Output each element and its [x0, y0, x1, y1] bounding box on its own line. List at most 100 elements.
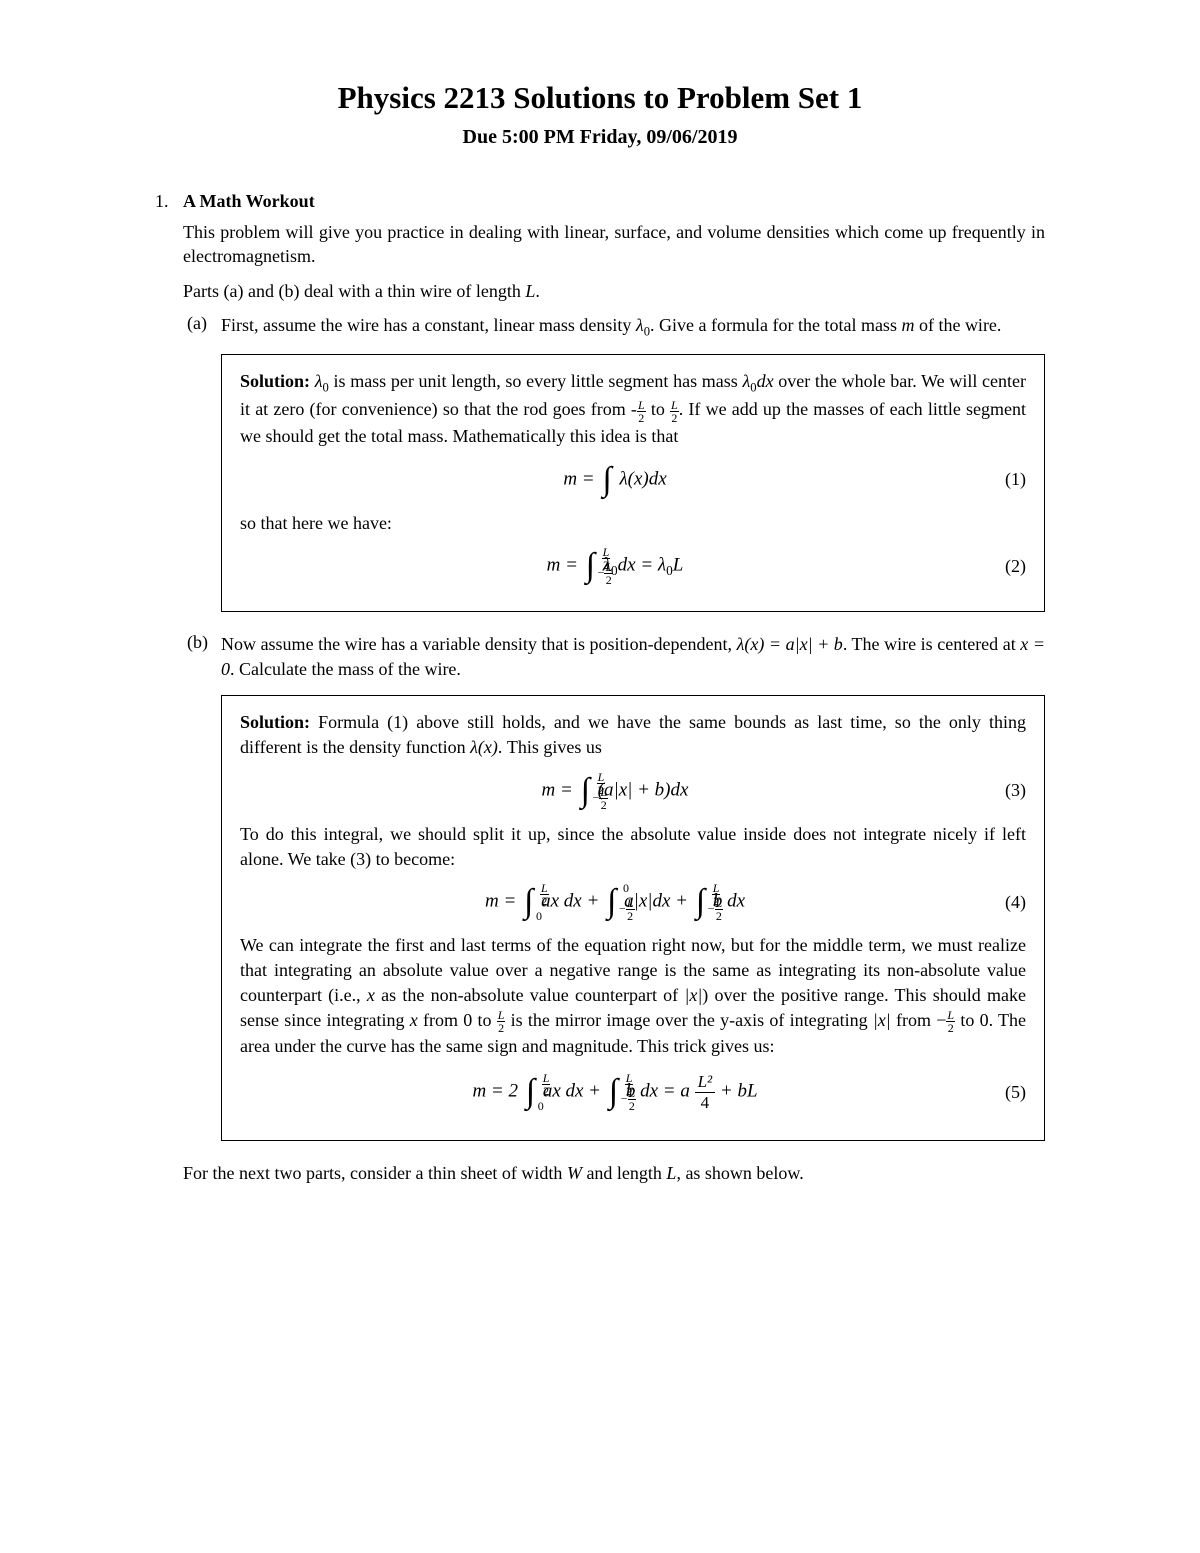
page-title: Physics 2213 Solutions to Problem Set 1 — [155, 80, 1045, 116]
integral-icon: ∫ L2 0 — [524, 885, 533, 919]
intro2-post: . — [535, 281, 540, 301]
footer-paragraph: For the next two parts, consider a thin … — [183, 1161, 1045, 1185]
solA-lambda1: λ — [310, 371, 322, 391]
eq2-lhs: m = — [547, 555, 583, 576]
integral-icon: ∫ L2 −L2 — [696, 885, 705, 919]
page: Physics 2213 Solutions to Problem Set 1 … — [0, 0, 1200, 1553]
integral-icon: ∫ L2 −L2 — [586, 549, 595, 583]
intro2-pre: Parts (a) and (b) deal with a thin wire … — [183, 281, 525, 301]
fnLsq: L² — [695, 1073, 716, 1093]
solA-p1b: is mass per unit length, so every little… — [329, 371, 743, 391]
int-upper: 0 — [623, 882, 629, 894]
solA-label: Solution: — [240, 371, 310, 391]
part-a-text: First, assume the wire has a constant, l… — [221, 313, 1045, 341]
page-subtitle: Due 5:00 PM Friday, 09/06/2019 — [155, 126, 1045, 149]
eq1-lhs: m = — [563, 468, 599, 489]
part-b-label: (b) — [187, 632, 221, 681]
equation-4: m = ∫ L2 0 ax dx + ∫ 0 −L2 a|x|dx + ∫ L2… — [240, 885, 1026, 919]
int-lower: 0 — [538, 1100, 544, 1112]
integral-icon: ∫ L2 0 — [526, 1075, 535, 1109]
fd1: 2 — [637, 412, 646, 424]
solB-p1a: Formula (1) above still holds, and we ha… — [240, 712, 1026, 757]
p3c-x: x — [410, 1010, 418, 1030]
integral-icon: ∫ — [602, 463, 611, 497]
equation-2: m = ∫ L2 −L2 λ0dx = λ0L (2) — [240, 549, 1026, 583]
solA-p1: Solution: λ0 is mass per unit length, so… — [240, 369, 1026, 448]
eq2-body: m = ∫ L2 −L2 λ0dx = λ0L — [240, 549, 990, 583]
equation-1: m = ∫ λ(x)dx (1) — [240, 463, 1026, 497]
part-a-row: (a) First, assume the wire has a constan… — [187, 313, 1045, 341]
eq1-body: m = ∫ λ(x)dx — [240, 463, 990, 497]
integral-icon: ∫ 0 −L2 — [607, 885, 616, 919]
solB-p2: To do this integral, we should split it … — [240, 822, 1026, 872]
p3d: from 0 to — [418, 1010, 497, 1030]
frac-L2-2: L2 — [670, 399, 679, 424]
int-lower: 0 — [536, 910, 542, 922]
int-lower: −L2 — [619, 897, 634, 922]
intro2-L: L — [525, 281, 535, 301]
footer-pre: For the next two parts, consider a thin … — [183, 1163, 567, 1183]
pb-t1: Now assume the wire has a variable densi… — [221, 634, 737, 654]
pa-lambda: λ — [636, 315, 644, 335]
int-lower: −L2 — [598, 561, 613, 586]
eq4-lhs: m = — [485, 891, 521, 912]
int-lower: −L2 — [593, 786, 608, 811]
eq3-lhs: m = — [542, 779, 578, 800]
equation-5: m = 2 ∫ L2 0 ax dx + ∫ L2 −L2 b dx = a L… — [240, 1073, 1026, 1112]
p3b: as the non-absolute value counterpart of — [375, 985, 685, 1005]
part-b-row: (b) Now assume the wire has a variable d… — [187, 632, 1045, 681]
pb-t2: λ(x) = a|x| + b — [737, 634, 843, 654]
footer-L: L — [666, 1163, 676, 1183]
pa-m: m — [901, 315, 914, 335]
eq3-body: m = ∫ L2 −L2 (a|x| + b)dx — [240, 774, 990, 808]
frac-L2-4: L2 — [946, 1009, 955, 1034]
eq4-number: (4) — [990, 892, 1026, 913]
intro-paragraph-1: This problem will give you practice in d… — [183, 220, 1045, 269]
eq4-t1: ax dx + — [541, 891, 604, 912]
pb-t3: . The wire is centered at — [843, 634, 1020, 654]
solB-label: Solution: — [240, 712, 310, 732]
solB-lambdax: λ(x) — [470, 737, 498, 757]
part-b-text: Now assume the wire has a variable densi… — [221, 632, 1045, 681]
eq3-number: (3) — [990, 780, 1026, 801]
p3e-absx: |x| — [873, 1010, 891, 1030]
pa-mid: . Give a formula for the total mass — [650, 315, 901, 335]
eq2-L: L — [673, 555, 684, 576]
solA-p1f: to — [646, 399, 670, 419]
fn2: L — [670, 399, 679, 412]
p3e: is the mirror image over the y-axis of i… — [505, 1010, 872, 1030]
solution-box-b: Solution: Formula (1) above still holds,… — [221, 695, 1045, 1141]
eq4-body: m = ∫ L2 0 ax dx + ∫ 0 −L2 a|x|dx + ∫ L2… — [240, 885, 990, 919]
eq5-body: m = 2 ∫ L2 0 ax dx + ∫ L2 −L2 b dx = a L… — [240, 1073, 990, 1112]
int-upper: L2 — [540, 882, 549, 907]
fn1: L — [637, 399, 646, 412]
eq5-number: (5) — [990, 1082, 1026, 1103]
p3b-absx: |x| — [684, 985, 702, 1005]
footer-mid: and length — [582, 1163, 666, 1183]
integral-icon: ∫ L2 −L2 — [609, 1075, 618, 1109]
fd2: 2 — [670, 412, 679, 424]
eq5-t1: ax dx + — [543, 1081, 606, 1102]
problem-heading-row: 1. A Math Workout — [155, 191, 1045, 212]
solB-p1c: . This gives us — [498, 737, 602, 757]
problem-number: 1. — [155, 191, 183, 212]
footer-W: W — [567, 1163, 582, 1183]
p3a-x: x — [367, 985, 375, 1005]
fd4: 4 — [695, 1093, 716, 1112]
eq3-integrand: (a|x| + b)dx — [598, 779, 689, 800]
part-a-label: (a) — [187, 313, 221, 341]
solB-p1: Solution: Formula (1) above still holds,… — [240, 710, 1026, 760]
int-lower: −L2 — [708, 897, 723, 922]
int-lower: −L2 — [621, 1087, 636, 1112]
eq2-dx: dx = λ — [618, 555, 666, 576]
frac-Lsq4: L²4 — [695, 1073, 716, 1112]
p3f: from − — [891, 1010, 947, 1030]
eq1-number: (1) — [990, 469, 1026, 490]
integral-icon: ∫ L2 −L2 — [581, 774, 590, 808]
solB-p3: We can integrate the first and last term… — [240, 933, 1026, 1059]
solA-dx: dx — [757, 371, 774, 391]
int-upper: L2 — [542, 1072, 551, 1097]
footer-post: , as shown below. — [676, 1163, 803, 1183]
pb-t5: . Calculate the mass of the wire. — [230, 659, 461, 679]
eq5-lhs: m = 2 — [472, 1081, 518, 1102]
